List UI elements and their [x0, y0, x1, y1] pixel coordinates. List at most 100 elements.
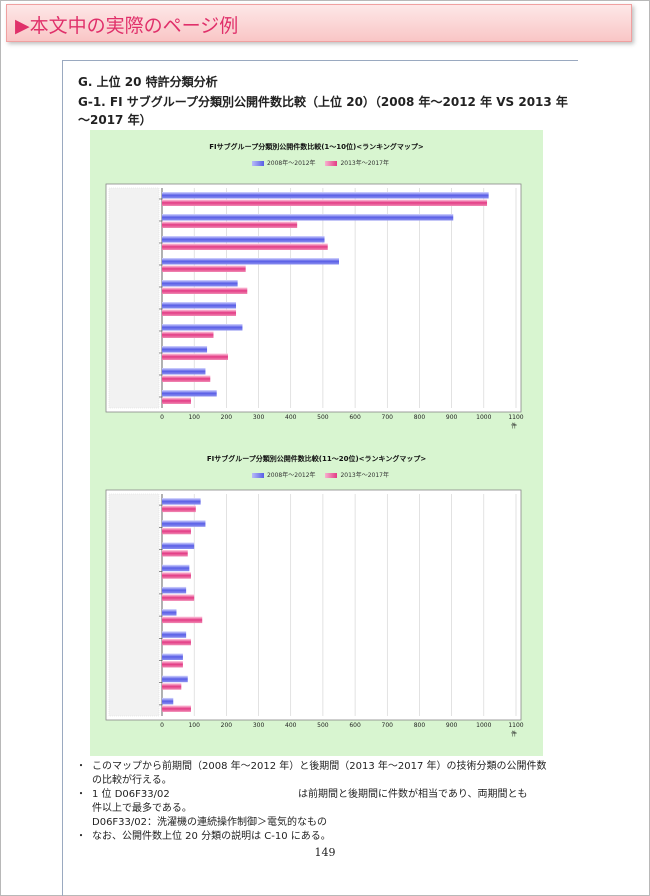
x-unit-label: 件: [511, 422, 517, 430]
page-number: 149: [314, 846, 336, 859]
note-text: このマップから前期間（2008 年～2012 年）と後期間（2013 年～201…: [92, 761, 547, 772]
page-top-rule: [62, 60, 578, 61]
bar-2013-2017: [162, 550, 188, 557]
bar-2008-2012: [162, 324, 243, 331]
x-tick-label: 700: [382, 414, 394, 421]
x-tick-label: 400: [285, 414, 297, 421]
note-text: D06F33/02：洗濯機の連続操作制御＞電気的なもの: [92, 817, 327, 828]
bar-2008-2012: [162, 192, 489, 199]
x-tick-label: 600: [349, 414, 361, 421]
bar-2008-2012: [162, 653, 183, 660]
legend-swatch-2013: [325, 473, 338, 478]
bar-2013-2017: [162, 527, 191, 535]
note-item: ・ このマップから前期間（2008 年～2012 年）と後期間（2013 年～2…: [74, 760, 574, 788]
bar-2013-2017: [162, 572, 191, 579]
bar-2013-2017: [162, 353, 228, 360]
legend-label-2008: 2008年～2012年: [266, 472, 316, 479]
bar-2008-2012: [162, 390, 217, 397]
page-left-rule: [62, 60, 63, 896]
bar-2008-2012: [162, 564, 190, 572]
chart-2-title: FIサブグループ分類別公開件数比較(11～20位)<ランキングマップ>: [206, 455, 427, 463]
x-tick-label: 500: [317, 414, 329, 421]
note-text: の比較が行える。: [92, 775, 172, 786]
bar-2013-2017: [162, 705, 191, 712]
note-text: 件以上で最多である。: [92, 803, 192, 814]
banner-title: ▶本文中の実際のページ例: [15, 15, 239, 37]
bar-2013-2017: [162, 661, 183, 668]
bullet-mark: ・: [76, 789, 86, 800]
x-tick-label: 900: [446, 414, 458, 421]
bar-2008-2012: [162, 302, 237, 309]
bar-2013-2017: [162, 265, 246, 272]
x-tick-label: 900: [446, 722, 458, 729]
bar-2008-2012: [162, 368, 206, 375]
bar-2013-2017: [162, 638, 191, 646]
bar-2013-2017: [162, 221, 298, 228]
bar-2013-2017: [162, 616, 203, 624]
bar-2013-2017: [162, 505, 196, 513]
notes-list: ・ このマップから前期間（2008 年～2012 年）と後期間（2013 年～2…: [74, 760, 574, 844]
bar-2013-2017: [162, 331, 214, 338]
x-tick-label: 0: [160, 722, 164, 729]
section-heading: G. 上位 20 特許分類分析: [78, 75, 218, 89]
bar-2013-2017: [162, 243, 328, 250]
legend-label-2013: 2013年～2017年: [340, 160, 389, 167]
x-tick-label: 100: [188, 414, 200, 421]
legend-swatch-2008: [251, 473, 264, 478]
legend-swatch-2013: [325, 161, 338, 166]
x-tick-label: 500: [317, 722, 329, 729]
bar-2008-2012: [162, 697, 174, 705]
x-tick-label: 400: [285, 722, 297, 729]
bar-2008-2012: [162, 609, 177, 616]
legend-label-2008: 2008年～2012年: [266, 160, 316, 167]
note-item: ・ 1 位 D06F33/02 は前期間と後期間に件数が相当であり、両期間とも 件…: [74, 788, 574, 830]
x-tick-label: 700: [382, 722, 394, 729]
bar-2013-2017: [162, 375, 211, 382]
x-tick-label: 1000: [476, 722, 491, 729]
chart-panel: FIサブグループ分類別公開件数比較(1～10位)<ランキングマップ> 2008年…: [90, 130, 543, 756]
x-tick-label: 1100: [508, 414, 523, 421]
x-tick-label: 200: [221, 414, 233, 421]
bar-2008-2012: [162, 214, 454, 221]
x-tick-label: 200: [221, 722, 233, 729]
bullet-mark: ・: [76, 831, 86, 842]
legend-label-2013: 2013年～2017年: [340, 472, 389, 479]
bar-2013-2017: [162, 287, 248, 294]
bar-2008-2012: [162, 631, 187, 638]
note-text: は前期間と後期間に件数が相当であり、両期間とも: [298, 789, 528, 800]
x-tick-label: 300: [253, 414, 265, 421]
note-text: 1 位 D06F33/02: [92, 789, 170, 800]
category-label-area: [108, 187, 160, 409]
chart-1-title: FIサブグループ分類別公開件数比較(1～10位)<ランキングマップ>: [209, 143, 424, 151]
bar-2013-2017: [162, 594, 195, 601]
bar-2008-2012: [162, 542, 195, 549]
section-subheading: G-1. FI サブグループ分類別公開件数比較（上位 20）（2008 年～20…: [78, 95, 568, 127]
legend-swatch-2008: [251, 161, 264, 166]
x-tick-label: 100: [188, 722, 200, 729]
chart-1-legend: 2008年～2012年 2013年～2017年: [90, 158, 543, 167]
x-tick-label: 1100: [508, 722, 523, 729]
bar-2013-2017: [162, 309, 237, 316]
x-tick-label: 800: [414, 414, 426, 421]
example-banner: ▶本文中の実際のページ例: [6, 4, 632, 42]
note-item: ・ なお、公開件数上位 20 分類の説明は C-10 にある。: [74, 830, 574, 844]
bar-2013-2017: [162, 683, 182, 690]
x-tick-label: 800: [414, 722, 426, 729]
bar-2008-2012: [162, 520, 206, 527]
bar-2008-2012: [162, 280, 238, 287]
bar-2008-2012: [162, 675, 188, 683]
bar-2008-2012: [162, 258, 339, 265]
bar-2008-2012: [162, 498, 201, 505]
x-tick-label: 300: [253, 722, 265, 729]
note-text: なお、公開件数上位 20 分類の説明は C-10 にある。: [92, 831, 331, 842]
x-tick-label: 1000: [476, 414, 491, 421]
x-tick-label: 0: [160, 414, 164, 421]
bar-2008-2012: [162, 236, 325, 243]
chart-2-legend: 2008年～2012年 2013年～2017年: [90, 470, 543, 479]
bullet-mark: ・: [76, 761, 86, 772]
bar-2008-2012: [162, 586, 187, 594]
category-label-area: [108, 493, 160, 717]
bar-2013-2017: [162, 199, 488, 206]
